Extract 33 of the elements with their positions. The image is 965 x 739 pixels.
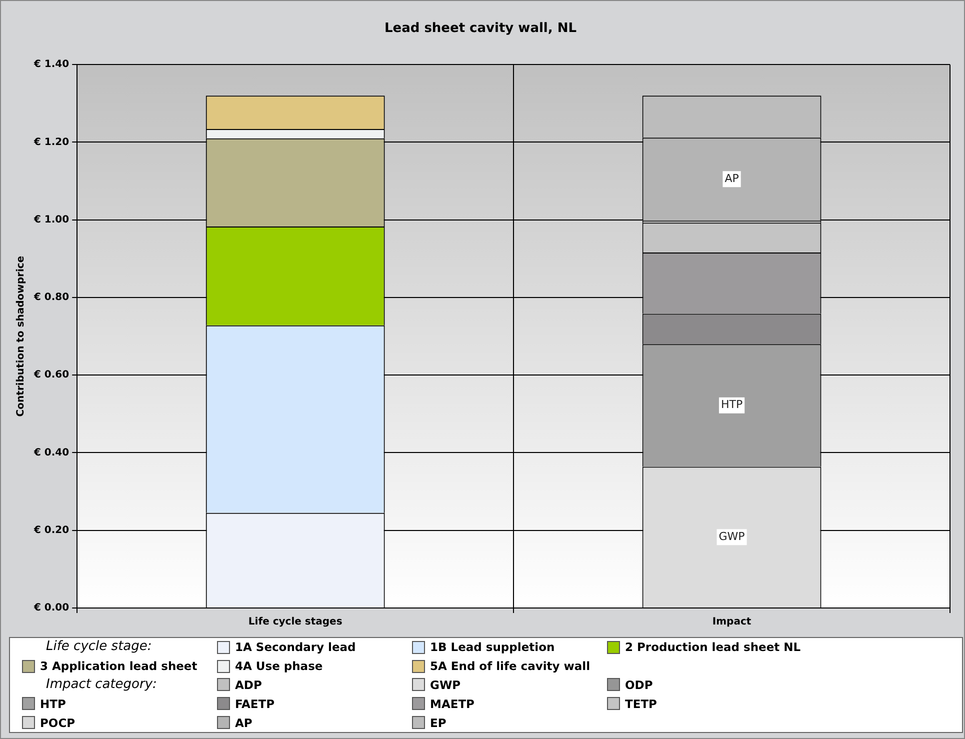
legend-label: AP xyxy=(235,714,252,732)
y-tick-label: € 1.00 xyxy=(32,214,70,226)
legend-label: 1B Lead suppletion xyxy=(430,639,555,656)
x-tick-label: Impact xyxy=(712,616,752,628)
legend-label: ODP xyxy=(625,676,653,694)
legend-label: GWP xyxy=(430,676,461,694)
legend-label: 4A Use phase xyxy=(235,658,323,676)
legend-label: FAETP xyxy=(235,696,275,713)
legend-label: EP xyxy=(430,714,446,732)
y-tick-label: € 1.40 xyxy=(32,59,70,70)
text: Impact category: xyxy=(45,676,158,694)
legend-label: MAETP xyxy=(430,696,474,713)
legend-label: TETP xyxy=(625,696,657,713)
text: Life cycle stage: xyxy=(45,638,153,656)
y-tick-label: € 1.20 xyxy=(32,136,70,148)
chart-title: Lead sheet cavity wall, NL xyxy=(384,21,577,36)
y-tick-label: € 0.20 xyxy=(32,524,70,536)
y-axis-title: Contribution to shadowprice xyxy=(16,256,27,417)
y-tick-label: € 0.80 xyxy=(32,292,70,304)
data-label: GWP xyxy=(718,530,746,543)
data-label: AP xyxy=(724,172,740,185)
legend-label: POCP xyxy=(40,714,76,732)
x-tick-label: Life cycle stages xyxy=(248,616,342,628)
data-label: HTP xyxy=(720,398,743,412)
legend-label: HTP xyxy=(40,696,66,713)
legend-label: 1A Secondary lead xyxy=(235,639,356,656)
legend-label: 2 Production lead sheet NL xyxy=(625,639,801,656)
y-tick-label: € 0.00 xyxy=(32,602,70,614)
legend-label: ADP xyxy=(235,676,262,694)
legend-label: 5A End of life cavity wall xyxy=(430,658,590,676)
legend-label: 3 Application lead sheet xyxy=(40,658,198,676)
y-tick-label: € 0.60 xyxy=(32,370,70,381)
y-tick-label: € 0.40 xyxy=(32,447,70,458)
